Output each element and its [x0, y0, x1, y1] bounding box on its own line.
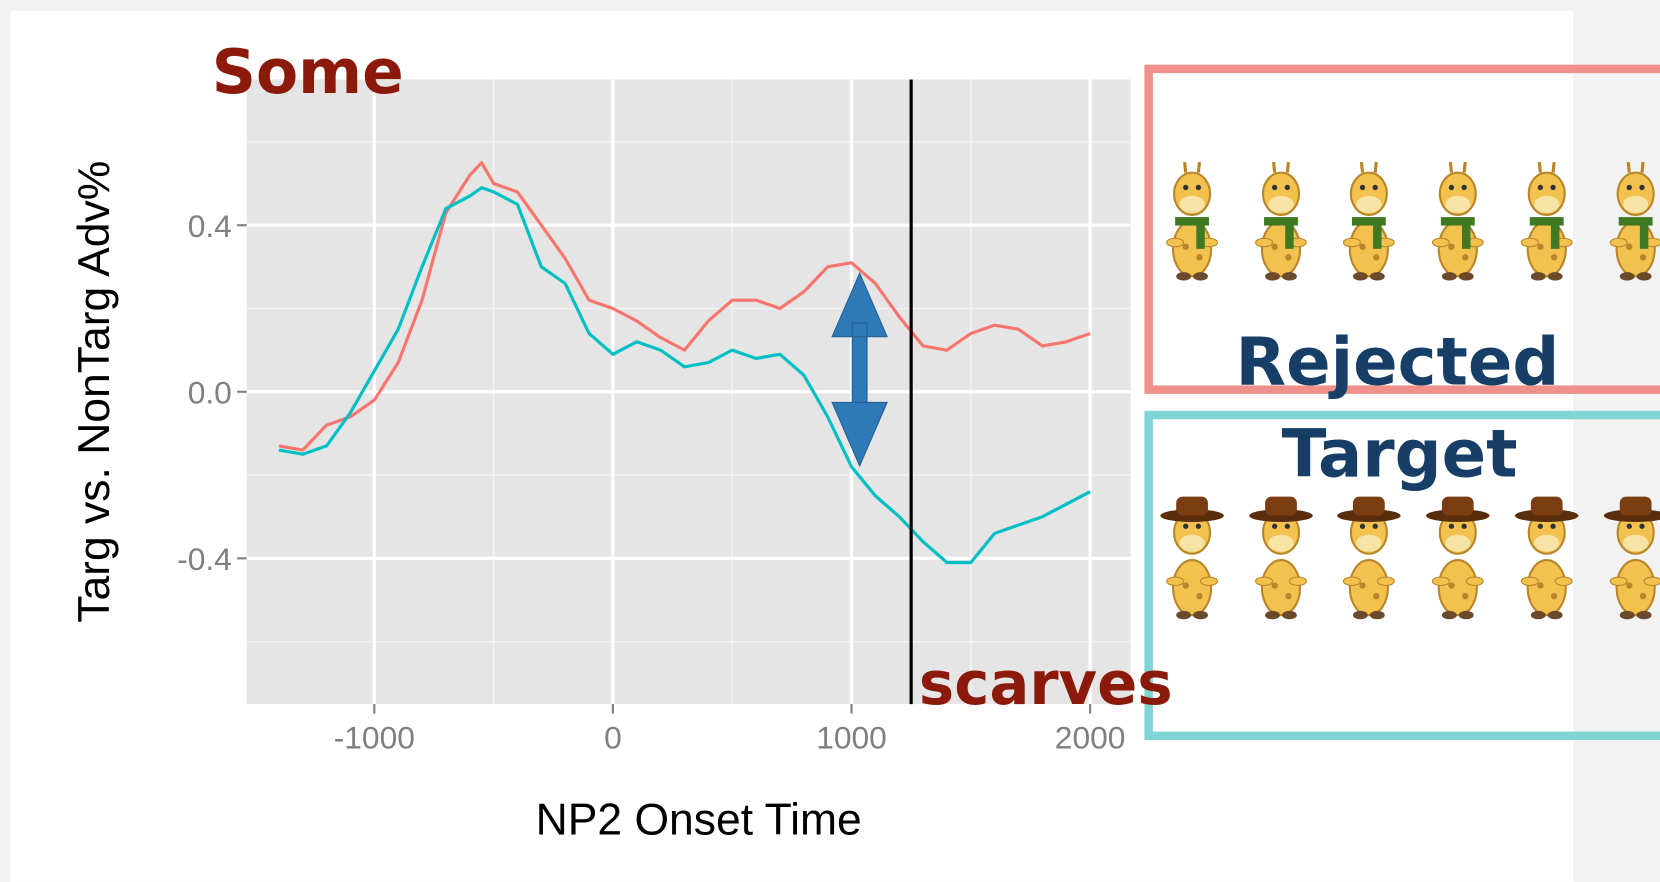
hat [1603, 496, 1660, 522]
annotation: Target [1282, 416, 1518, 492]
hat-box [1144, 410, 1660, 741]
series-line [278, 186, 1091, 565]
x-tick-label: 1000 [816, 720, 887, 756]
scarf-box [1144, 64, 1660, 394]
y-tick-label: 0.0 [188, 374, 232, 410]
y-tick-label: -0.4 [177, 541, 232, 577]
y-tick-label: 0.4 [188, 208, 232, 244]
plot-area: -1000 0 1000 2000 -0.4 0.0 0.4 [177, 79, 1131, 756]
x-tick-label: -1000 [334, 720, 415, 756]
x-axis-title: NP2 Onset Time [536, 795, 862, 844]
x-tick-label: 0 [604, 720, 622, 756]
annotation: Some [212, 37, 404, 108]
annotation: scarves [919, 649, 1173, 718]
annotation: Rejected [1236, 324, 1560, 400]
series-line [278, 161, 1091, 452]
arrow [831, 271, 888, 468]
y-axis-title: Targ vs. NonTarg Adv% [70, 161, 119, 623]
x-tick-label: 2000 [1055, 720, 1126, 756]
